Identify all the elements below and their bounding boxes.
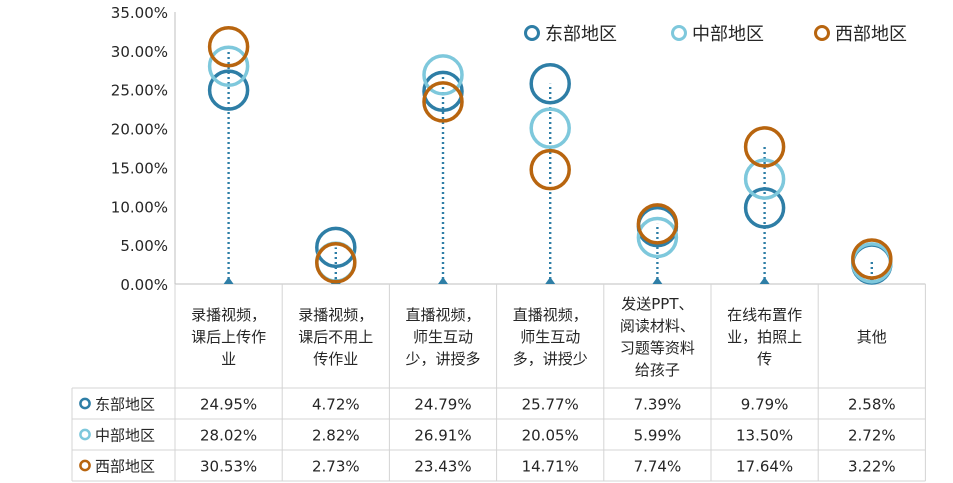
data-point-marker [422,54,464,96]
legend-label: 东部地区 [545,24,617,45]
table-value: 2.82% [312,427,360,445]
table-value: 9.79% [741,396,789,414]
category-label: 直播视频，师生互动少，讲授多 [405,306,480,368]
table-value: 7.39% [634,396,682,414]
data-table: 东部地区 24.95% 4.72% 24.79% 25.77% 7.39% 9.79% 2.5… [79,396,896,476]
category-labels: 录播视频，课后上传作业录播视频，课后不用上传作业直播视频，师生互动少，讲授多直播… [191,295,887,379]
data-point-marker [636,216,679,259]
axis-triangle-marker [545,277,556,284]
data-point-marker [422,81,464,123]
y-tick-label: 20.00% [111,121,168,139]
y-tick-label: 0.00% [120,276,168,294]
data-point-marker [315,242,357,284]
table-value: 25.77% [522,396,579,414]
table-value: 17.64% [736,458,793,476]
table-value: 2.58% [848,396,896,414]
table-value: 2.73% [312,458,360,476]
data-point-marker [207,25,250,68]
y-tick-label: 5.00% [120,237,168,255]
table-value: 5.99% [634,427,682,445]
category-label: 发送PPT、阅读材料、习题等资料给孩子 [620,295,695,379]
data-point-marker [529,62,571,105]
legend-label: 西部地区 [835,24,907,45]
data-table-grid [71,283,926,482]
table-series-name: 西部地区 [95,458,155,476]
table-value: 7.74% [634,458,682,476]
data-point-marker [851,238,893,280]
y-axis: 0.00% 5.00% 10.00% 15.00% 20.00% 25.00% 30.00%… [111,4,176,294]
data-point-marker [743,126,786,168]
category-label: 录播视频，课后不用上传作业 [298,306,373,368]
table-series-name: 东部地区 [95,396,155,414]
axis-triangle-marker [652,277,663,284]
table-value: 24.95% [200,396,257,414]
table-value: 26.91% [414,427,471,445]
data-point-marker [529,148,571,191]
data-point-marker [743,158,786,200]
legend-marker [524,25,540,41]
y-tick-label: 30.00% [111,43,168,61]
table-series-marker [79,428,91,441]
table-value: 24.79% [414,396,471,414]
table-value: 20.05% [522,427,579,445]
table-series-marker [79,397,91,410]
axis-triangle-marker [223,277,234,284]
data-point-marker [422,70,464,113]
table-value: 14.71% [522,458,579,476]
data-point-marker [207,69,250,111]
category-label: 直播视频，师生互动多，讲授少 [513,306,588,368]
data-markers [207,25,893,285]
data-point-marker [743,187,786,229]
table-value: 28.02% [200,427,257,445]
data-point-marker [529,107,571,149]
y-tick-label: 15.00% [111,159,168,177]
data-point-marker [315,226,357,269]
axis-triangle-marker [759,277,770,284]
table-series-marker [79,459,91,472]
legend-marker [671,25,687,41]
data-point-marker [207,45,250,87]
table-value: 30.53% [200,458,257,476]
legend-label: 中部地区 [692,24,764,45]
y-tick-label: 10.00% [111,198,168,216]
category-label: 其他 [857,328,887,346]
table-value: 2.72% [848,427,896,445]
table-value: 23.43% [414,458,471,476]
legend: 东部地区 中部地区 西部地区 [524,24,907,45]
data-point-marker [636,203,679,245]
table-value: 3.22% [848,458,896,476]
category-label: 在线布置作业，拍照上传 [727,306,802,368]
table-value: 13.50% [736,427,793,445]
category-label: 录播视频，课后上传作业 [191,306,266,368]
axis-triangle-marker [438,277,448,284]
y-tick-label: 35.00% [111,4,168,22]
y-tick-label: 25.00% [111,82,168,100]
data-point-marker [636,205,679,248]
legend-marker [814,25,830,41]
table-value: 4.72% [312,396,360,414]
table-series-name: 中部地区 [95,427,155,445]
